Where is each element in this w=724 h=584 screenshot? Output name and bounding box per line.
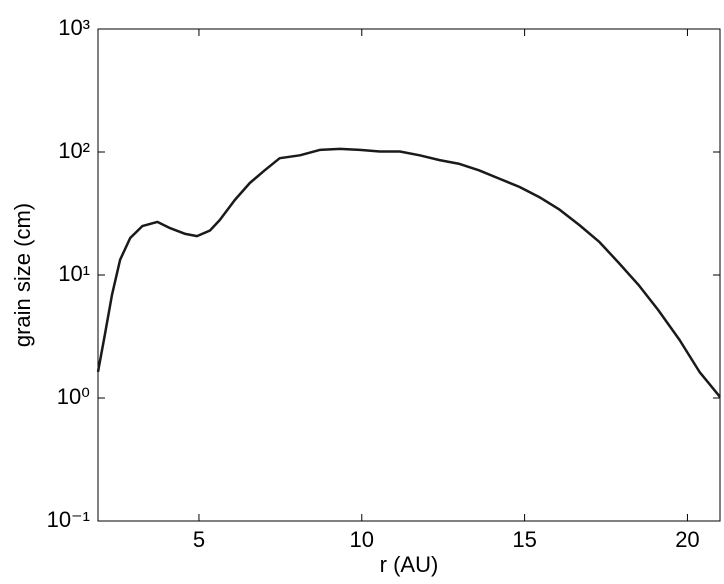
y-tick-label: 10³ xyxy=(58,15,90,40)
y-tick-label: 10¹ xyxy=(58,261,90,286)
x-tick-label: 20 xyxy=(675,527,699,552)
x-tick-label: 15 xyxy=(512,527,536,552)
x-tick-label: 10 xyxy=(350,527,374,552)
x-tick-label: 5 xyxy=(193,527,205,552)
y-tick-label: 10² xyxy=(58,138,90,163)
data-line xyxy=(96,147,721,398)
y-tick-label: 10⁻¹ xyxy=(47,507,90,532)
plot-frame xyxy=(97,28,721,522)
x-axis-label: r (AU) xyxy=(380,552,439,577)
y-tick-label: 10⁰ xyxy=(57,384,90,409)
y-axis-label: grain size (cm) xyxy=(10,203,35,347)
